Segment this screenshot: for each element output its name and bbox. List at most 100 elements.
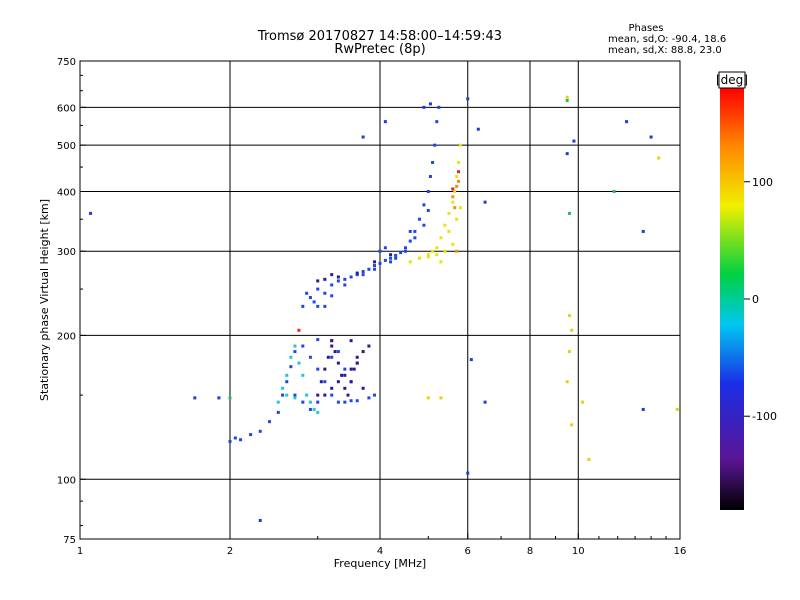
data-point (276, 410, 280, 414)
y-tick-label: 300 (57, 247, 76, 258)
data-point (383, 246, 387, 250)
data-point (323, 277, 327, 281)
data-point (312, 300, 316, 304)
data-point (249, 433, 253, 437)
x-tick-label: 6 (465, 546, 471, 557)
data-point (408, 260, 412, 264)
data-point (570, 328, 574, 332)
data-point (439, 396, 443, 400)
data-point (239, 438, 243, 442)
data-point (483, 200, 487, 204)
data-point (572, 139, 576, 143)
data-point (330, 273, 334, 277)
data-point (297, 361, 301, 365)
data-point (567, 211, 571, 215)
data-point (625, 120, 629, 124)
data-point (367, 344, 371, 348)
data-point (426, 255, 430, 259)
data-point (336, 275, 340, 279)
data-point (323, 291, 327, 295)
data-point (343, 373, 347, 377)
data-point (193, 396, 197, 400)
data-point (316, 367, 320, 371)
data-point (267, 420, 271, 424)
data-point (258, 518, 262, 522)
x-tick-label: 1 (77, 546, 83, 557)
data-point (355, 271, 359, 275)
data-point (276, 400, 280, 404)
y-tick-label: 75 (63, 535, 76, 546)
data-point (316, 400, 320, 404)
data-point (453, 189, 457, 193)
x-tick-label: 16 (674, 546, 687, 557)
data-point (323, 380, 327, 384)
data-point (435, 253, 439, 257)
data-point (394, 253, 398, 257)
data-point (403, 246, 407, 250)
data-point (355, 355, 359, 359)
data-point (417, 217, 421, 221)
data-point (343, 367, 347, 371)
data-point (457, 179, 461, 183)
data-point (565, 99, 569, 103)
data-point (612, 189, 616, 193)
data-point (355, 399, 359, 403)
colorbar-label: [deg] (716, 73, 748, 87)
data-point (336, 350, 340, 354)
data-point (439, 236, 443, 240)
data-point (349, 399, 353, 403)
x-tick-label: 4 (377, 546, 383, 557)
data-point (426, 209, 430, 213)
data-point (319, 380, 323, 384)
chart-subtitle: RwPretec (8p) (334, 42, 425, 57)
data-point (336, 400, 340, 404)
y-axis-ticks: 75 100 200 300 400 500 600 750 (57, 57, 86, 546)
data-point (394, 256, 398, 260)
x-tick-label: 2 (227, 546, 233, 557)
data-point (316, 338, 320, 342)
data-point (383, 120, 387, 124)
data-point (297, 328, 301, 332)
data-point (567, 350, 571, 354)
data-point (457, 160, 461, 164)
data-point (435, 120, 439, 124)
y-axis-label: Stationary phase Virtual Height [km] (38, 199, 51, 401)
data-point (336, 380, 340, 384)
data-point (641, 229, 645, 233)
data-point (565, 380, 569, 384)
data-point (89, 211, 93, 215)
data-point (455, 217, 459, 221)
data-point (422, 105, 426, 109)
x-axis-label: Frequency [MHz] (334, 557, 426, 570)
data-point (285, 373, 289, 377)
data-point (367, 396, 371, 400)
data-point (316, 287, 320, 291)
data-point (453, 206, 457, 210)
data-point (343, 283, 347, 287)
data-point (308, 296, 312, 300)
data-point (567, 314, 571, 318)
data-point (285, 393, 289, 397)
data-point (451, 200, 455, 204)
data-point (389, 253, 393, 257)
data-point (367, 267, 371, 271)
y-tick-label: 500 (57, 141, 76, 152)
data-point (323, 393, 327, 397)
data-point (466, 97, 470, 101)
data-point (422, 203, 426, 207)
data-point (403, 249, 407, 253)
data-point (451, 187, 455, 191)
y-tick-label: 750 (57, 57, 76, 68)
data-point (343, 386, 347, 390)
data-point (443, 223, 447, 227)
data-point (233, 436, 237, 440)
colorbar-box (718, 71, 746, 89)
data-point (451, 195, 455, 199)
data-point (305, 291, 309, 295)
data-point (428, 174, 432, 178)
data-point (361, 350, 365, 354)
data-point (352, 367, 356, 371)
data-point (581, 400, 585, 404)
data-point (437, 105, 441, 109)
